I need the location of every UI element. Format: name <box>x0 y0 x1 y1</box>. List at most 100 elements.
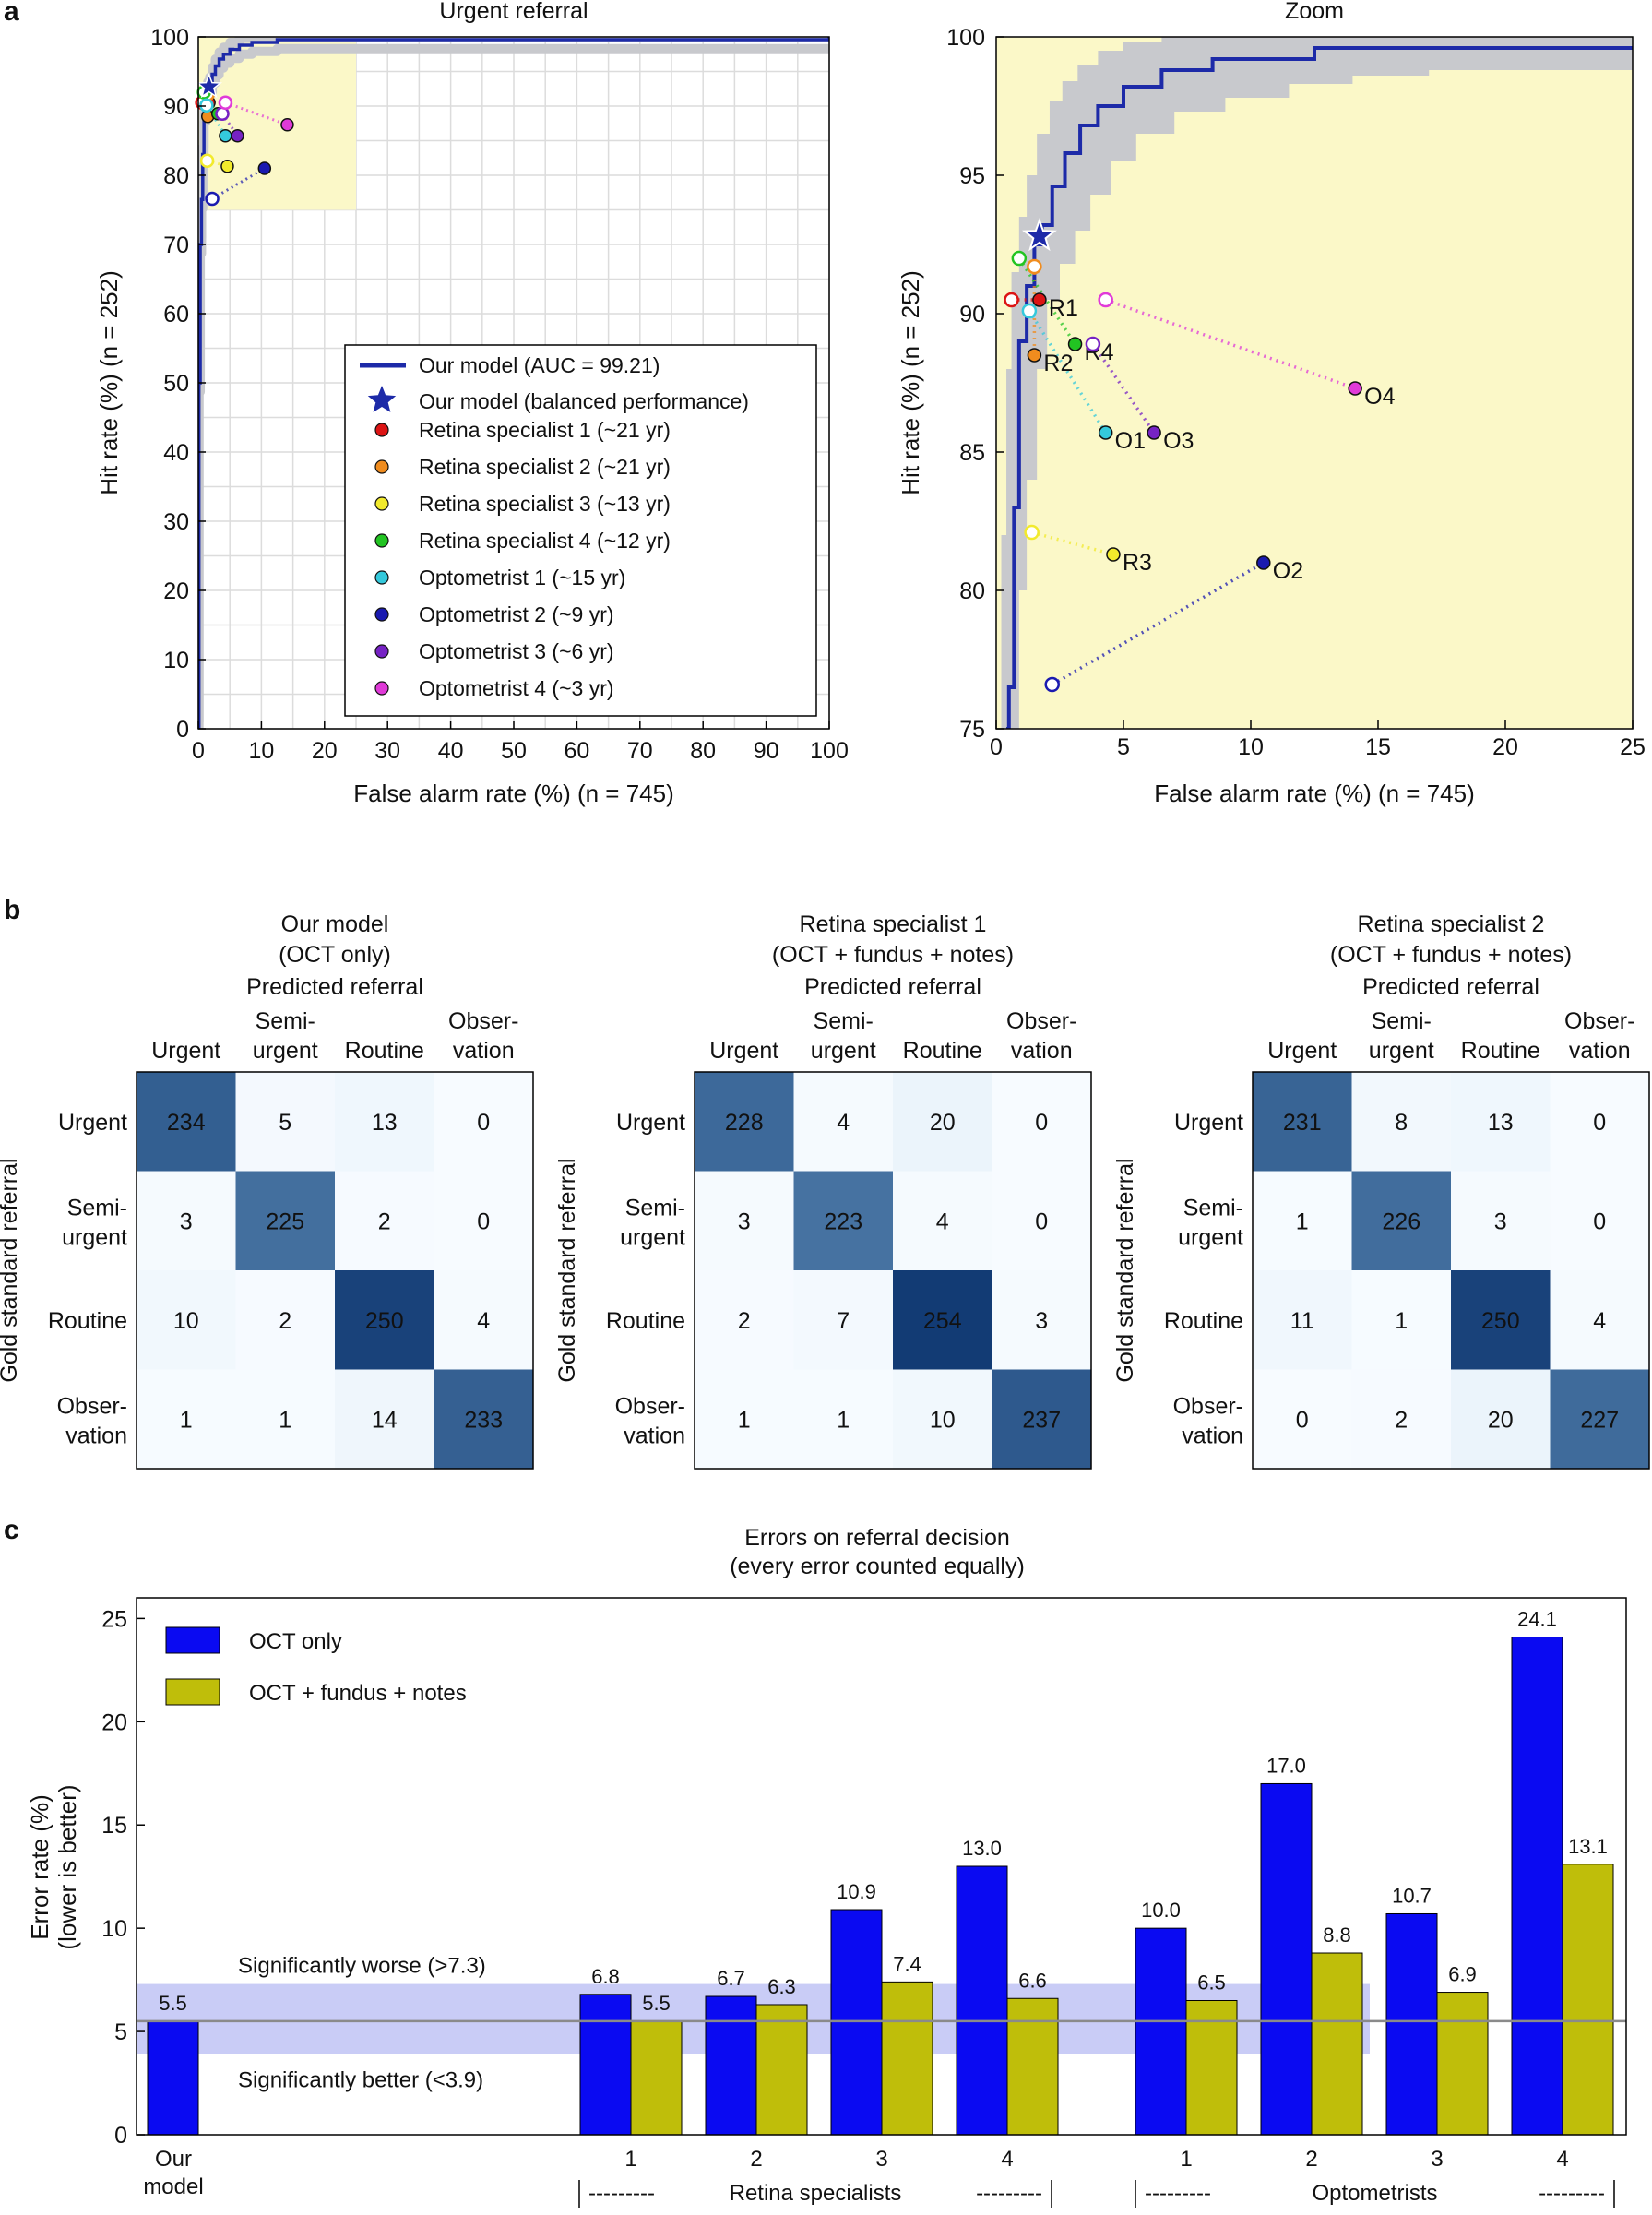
legend-reader-dot <box>374 459 389 474</box>
pred-category-label: Urgent <box>709 1038 778 1064</box>
matrix-value: 237 <box>1022 1407 1061 1433</box>
legend-curve-label: Our model (AUC = 99.21) <box>419 353 660 377</box>
y-tick-label: 10 <box>101 1916 127 1942</box>
bar-full-value: 8.8 <box>1323 1923 1351 1947</box>
legend-reader-label: Retina specialist 2 (~21 yr) <box>419 455 671 479</box>
model-bar <box>147 2020 199 2136</box>
gold-category-label: Semi- <box>1183 1195 1243 1221</box>
reader-tag: O1 <box>1115 428 1146 454</box>
matrix-value: 0 <box>1296 1407 1309 1433</box>
matrix-value: 0 <box>1593 1110 1606 1136</box>
matrix-value: 1 <box>1296 1209 1309 1234</box>
x-tick-label: 70 <box>627 738 653 764</box>
reader-link <box>1017 257 1077 345</box>
roc-xlabel: False alarm rate (%) (n = 745) <box>353 780 674 807</box>
reader-link <box>1028 310 1108 434</box>
pred-category-label: urgent <box>811 1038 876 1064</box>
matrix-value: 4 <box>477 1308 490 1334</box>
matrix-value: 10 <box>930 1407 956 1433</box>
matrix-cell <box>434 1072 533 1172</box>
matrix-cell <box>335 1270 434 1370</box>
group-number: 1 <box>1180 2147 1192 2172</box>
matrix-cell <box>1550 1369 1649 1469</box>
gold-axis-label: Gold standard referral <box>1112 1158 1138 1382</box>
sig-better-label: Significantly better (<3.9) <box>238 2068 483 2093</box>
model-value-label: 5.5 <box>159 1992 187 2015</box>
reader-point-oct <box>205 191 220 207</box>
legend-reader-label: Retina specialist 3 (~13 yr) <box>419 492 671 516</box>
matrix-subtitle: (OCT + fundus + notes) <box>1330 942 1572 968</box>
pred-category-label: Obser- <box>1564 1008 1634 1034</box>
gold-category-label: Urgent <box>58 1110 127 1136</box>
matrix-cell <box>335 1072 434 1172</box>
zoom-reader-links <box>1011 257 1356 686</box>
legend-star-mark <box>367 386 397 412</box>
model-label-1: Our <box>155 2147 192 2172</box>
reader-point-full <box>1027 348 1042 363</box>
bar-full <box>1006 1997 1059 2136</box>
model-label-2: model <box>143 2174 203 2199</box>
matrix-value: 254 <box>923 1308 962 1334</box>
matrix-subtitle: (OCT only) <box>279 942 391 968</box>
gold-category-label: Obser- <box>1173 1393 1243 1419</box>
gold-category-label: urgent <box>1178 1224 1243 1250</box>
reader-point-full <box>1032 292 1047 307</box>
legend-reader-dot <box>374 644 389 659</box>
zoom-line <box>1006 46 1633 729</box>
matrix-cell <box>434 1171 533 1270</box>
matrix-value: 0 <box>1035 1110 1048 1136</box>
matrix-value: 226 <box>1382 1209 1420 1234</box>
panel-c-label: c <box>4 1515 19 1545</box>
roc-ylabel: Hit rate (%) (n = 252) <box>95 270 123 494</box>
matrix-cell <box>335 1369 434 1469</box>
matrix-cell <box>1253 1072 1352 1172</box>
matrix-value: 3 <box>738 1209 751 1234</box>
bar-oct-value: 10.0 <box>1141 1899 1181 1922</box>
pred-category-label: Routine <box>903 1038 982 1064</box>
y-tick-label: 60 <box>163 302 189 327</box>
reader-point-oct <box>1021 303 1038 319</box>
matrix-value: 4 <box>936 1209 949 1234</box>
pred-category-label: urgent <box>1369 1038 1434 1064</box>
matrix-header: Predicted referral <box>1362 974 1539 1000</box>
legend-reader-dot <box>374 607 389 622</box>
matrix-frame <box>1252 1071 1650 1470</box>
bar-ylabel-1: Error rate (%) <box>26 1794 53 1939</box>
pred-category-label: Obser- <box>448 1008 518 1034</box>
matrix-cell <box>235 1072 335 1172</box>
matrix-title: Retina specialist 1 <box>800 911 987 937</box>
panel-a-label: a <box>4 0 19 27</box>
bar-oct <box>956 1865 1008 2136</box>
bar-full <box>755 2004 808 2136</box>
matrix-frame <box>136 1071 534 1470</box>
matrix-cell <box>695 1072 794 1172</box>
matrix-cell <box>992 1171 1091 1270</box>
pred-category-label: vation <box>1011 1038 1073 1064</box>
matrix-value: 5 <box>279 1110 291 1136</box>
reader-point-oct <box>1098 292 1113 308</box>
matrix-cell <box>1253 1369 1352 1469</box>
y-tick-label: 75 <box>959 717 985 743</box>
matrix-cell <box>1351 1171 1451 1270</box>
x-tick-label: 30 <box>374 738 400 764</box>
y-tick-label: 80 <box>163 163 189 189</box>
matrix-value: 250 <box>365 1308 404 1334</box>
reader-tag: R1 <box>1049 295 1078 321</box>
bar-legend: OCT only OCT + fundus + notes <box>165 1626 467 1706</box>
y-tick-label: 10 <box>163 648 189 673</box>
legend-reader-dot <box>374 423 389 437</box>
bracket-dashes: --------- <box>1145 2181 1211 2206</box>
gold-category-label: urgent <box>62 1224 127 1250</box>
matrix-value: 228 <box>725 1110 764 1136</box>
roc-title: Urgent referral <box>439 0 588 24</box>
matrix-cell <box>793 1270 893 1370</box>
y-tick-label: 0 <box>176 717 189 743</box>
legend-reader-label: Retina specialist 1 (~21 yr) <box>419 418 671 442</box>
bar-title: Errors on referral decision <box>744 1525 1010 1551</box>
matrix-cell <box>137 1072 236 1172</box>
legend-reader-label: Optometrist 1 (~15 yr) <box>419 566 625 589</box>
bar-ylabel-2: (lower is better) <box>53 1784 81 1949</box>
gold-category-label: Obser- <box>57 1393 127 1419</box>
reader-tag: O3 <box>1163 428 1194 454</box>
